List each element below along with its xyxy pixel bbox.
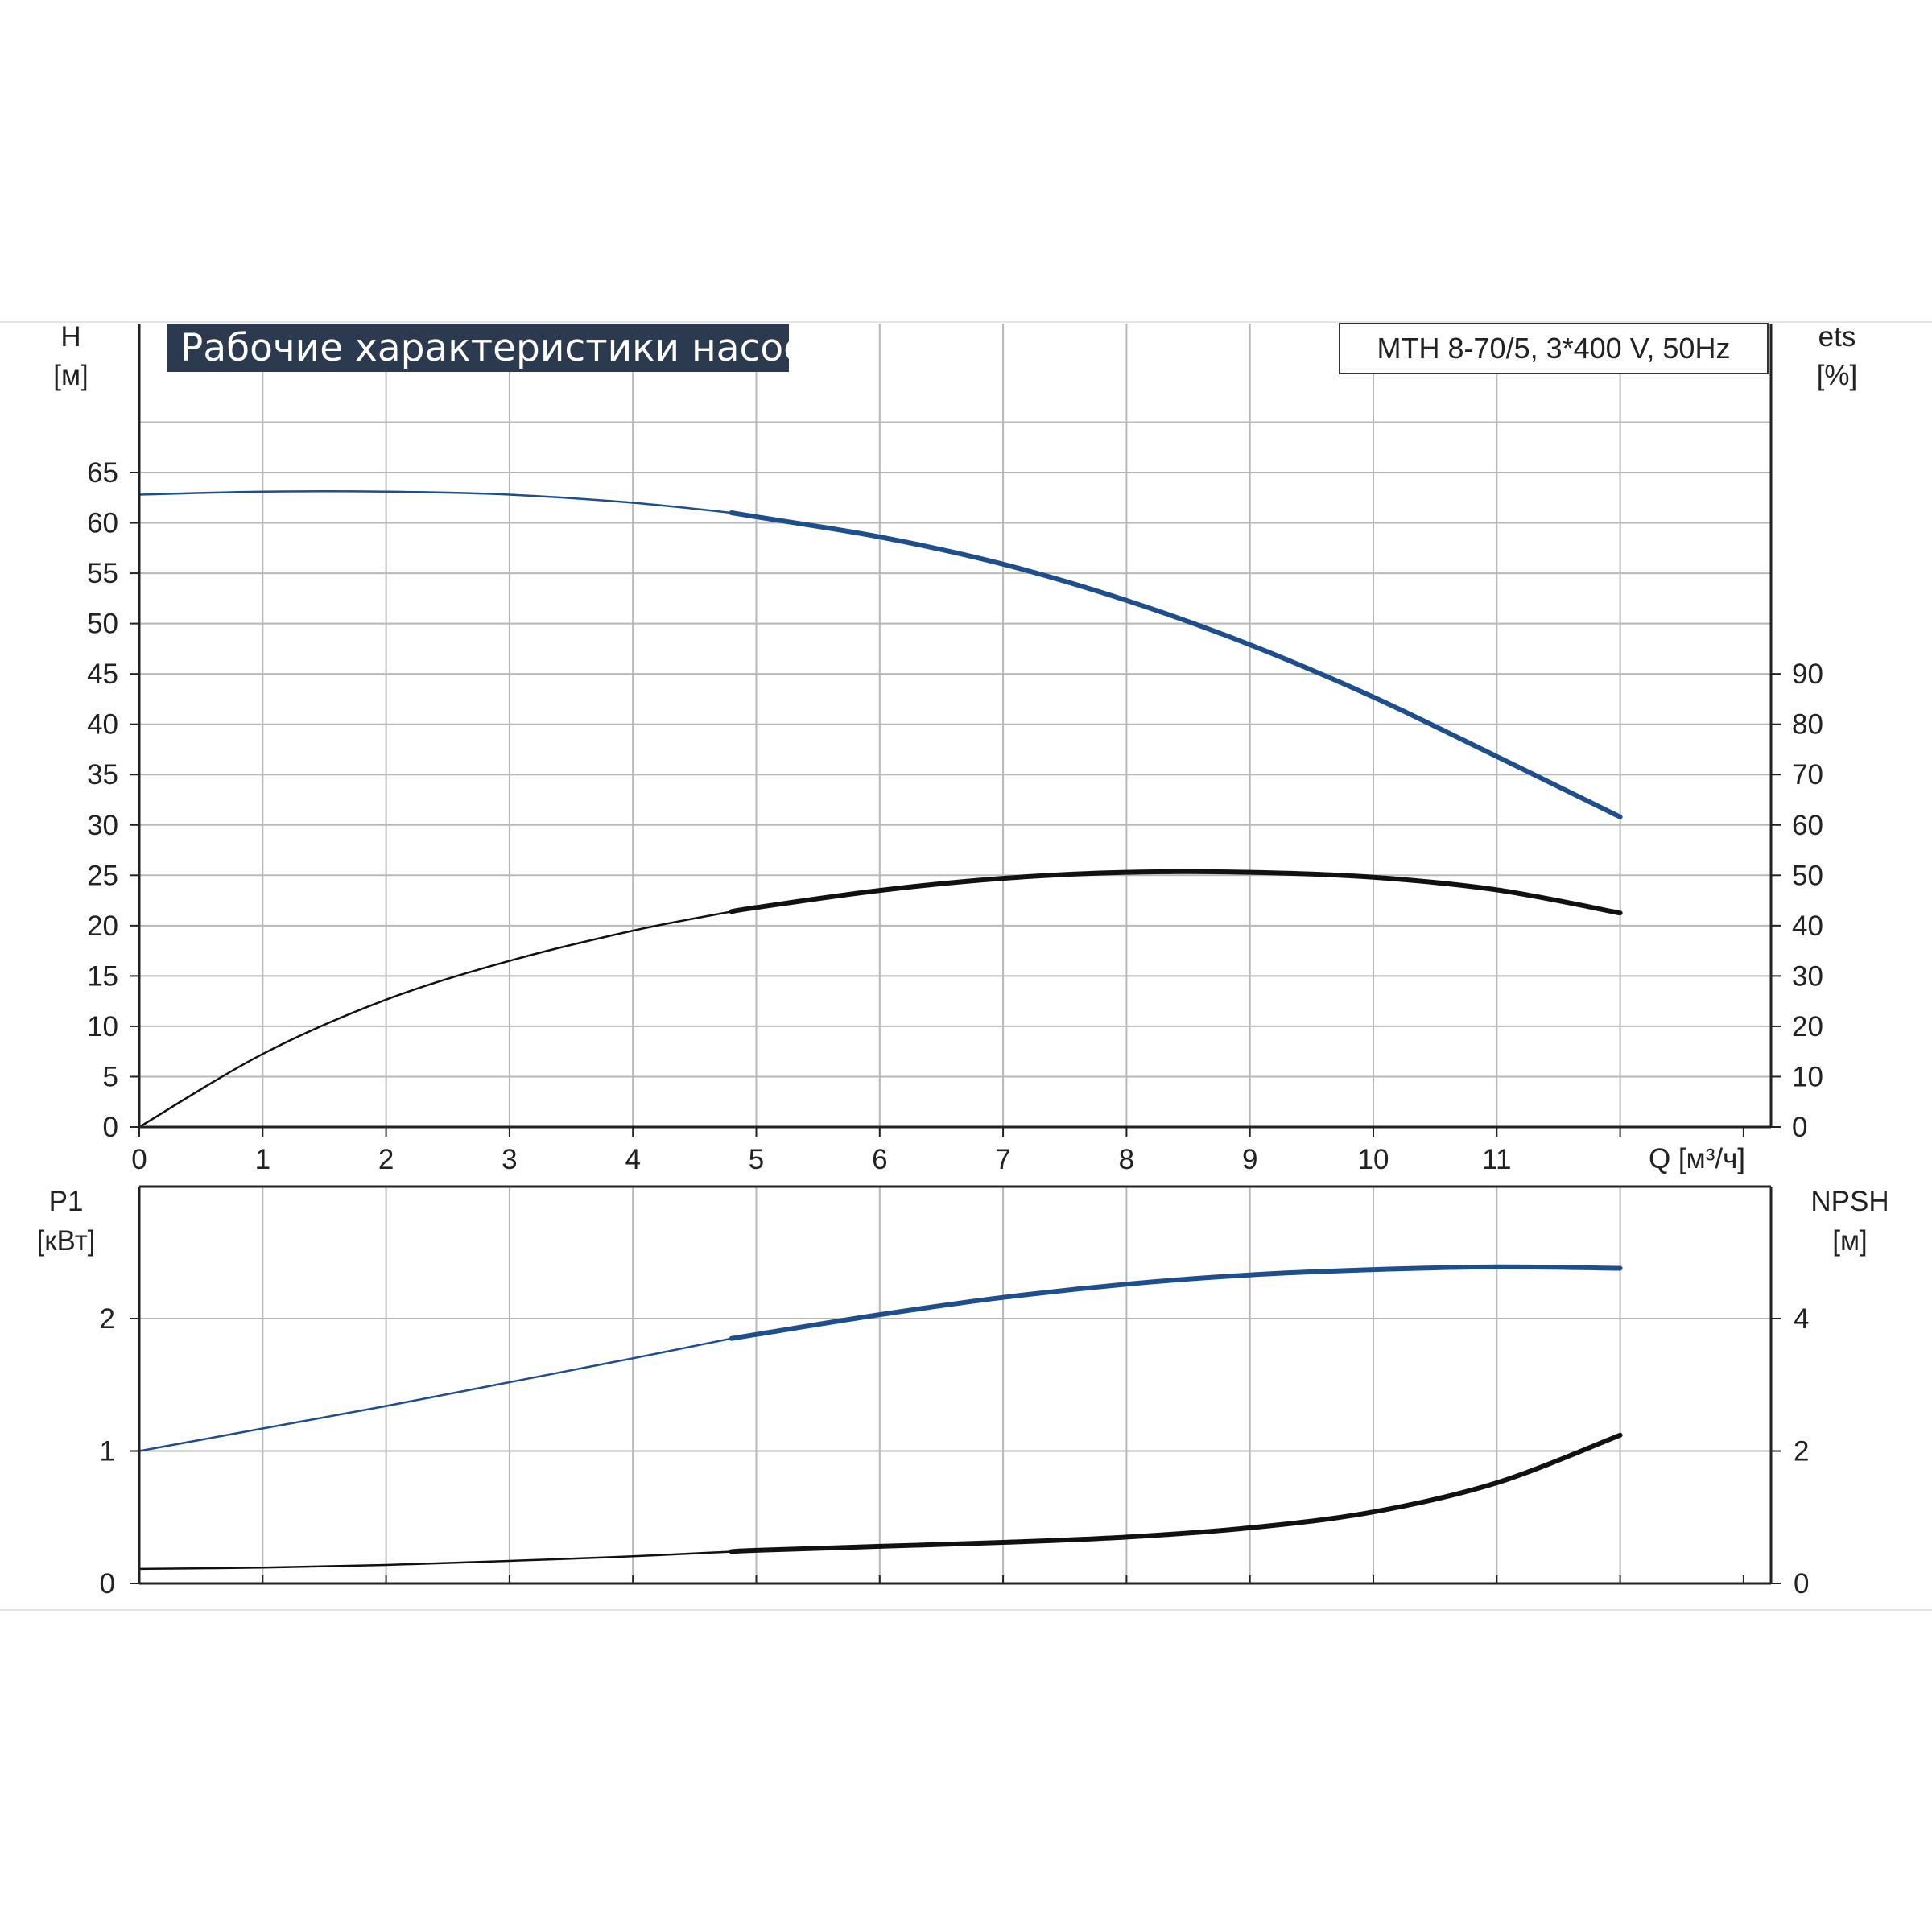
ets-axis-unit: [%]: [1817, 360, 1858, 391]
h-axis-unit: [м]: [53, 360, 89, 391]
h-tick-label: 60: [87, 508, 118, 539]
efficiency-curve-thin: [138, 910, 733, 1129]
npsh-tick-label: 0: [1794, 1568, 1809, 1600]
head-curve-thin: [138, 490, 732, 514]
h-tick-label: 30: [87, 810, 118, 841]
npsh-axis-label: NPSH: [1810, 1186, 1889, 1217]
tick-labels: 0510152025303540455055606501020304050607…: [87, 457, 1823, 1600]
lower-curves: [138, 1264, 1623, 1571]
ets-tick-label: 90: [1792, 658, 1823, 690]
model-box: [1339, 323, 1769, 374]
h-tick-label: 10: [87, 1011, 118, 1042]
h-tick-label: 25: [87, 860, 118, 891]
p1-tick-label: 2: [100, 1303, 115, 1335]
q-tick-label: 11: [1482, 1144, 1511, 1175]
p1-tick-label: 0: [100, 1568, 115, 1600]
efficiency-curve-thick: [729, 869, 1623, 916]
npsh-tick-label: 2: [1794, 1436, 1809, 1468]
ets-tick-label: 60: [1792, 810, 1823, 841]
q-tick-label: 3: [502, 1144, 517, 1175]
model-label: MTH 8-70/5, 3*400 V, 50Hz: [1377, 332, 1731, 365]
ets-tick-label: 70: [1792, 759, 1823, 791]
upper-frame: [130, 324, 1781, 1137]
q-tick-label: 6: [872, 1144, 887, 1175]
q-tick-label: 8: [1119, 1144, 1134, 1175]
h-tick-label: 0: [103, 1112, 118, 1143]
p1-axis-unit: [кВт]: [37, 1225, 96, 1257]
ets-tick-label: 0: [1792, 1112, 1807, 1143]
h-tick-label: 40: [87, 709, 118, 741]
npsh-axis-unit: [м]: [1832, 1225, 1868, 1257]
power-curve-thin: [138, 1337, 733, 1452]
p1-axis-label: P1: [49, 1186, 84, 1217]
lower-frame: [130, 1185, 1781, 1585]
h-tick-label: 65: [87, 457, 118, 489]
q-tick-label: 10: [1358, 1144, 1389, 1175]
h-tick-label: 50: [87, 609, 118, 640]
head-curve-thick: [729, 510, 1623, 819]
q-tick-label: 5: [749, 1144, 764, 1175]
upper-grid: [139, 324, 1771, 1127]
q-tick-label: 9: [1242, 1144, 1257, 1175]
npsh-curve-thin: [138, 1550, 732, 1571]
q-axis-label: Q [м³/ч]: [1649, 1143, 1745, 1174]
ets-tick-label: 10: [1792, 1061, 1823, 1092]
ets-tick-label: 50: [1792, 860, 1823, 891]
ets-tick-label: 30: [1792, 960, 1823, 992]
q-tick-label: 7: [995, 1144, 1010, 1175]
npsh-tick-label: 4: [1794, 1303, 1809, 1335]
q-tick-label: 2: [378, 1144, 394, 1175]
power-curve-thick: [729, 1264, 1623, 1341]
q-tick-label: 0: [131, 1144, 147, 1175]
title-box: [167, 324, 789, 372]
chart-title: Рабочие характеристики насоса: [180, 326, 828, 370]
h-tick-label: 15: [87, 960, 118, 992]
lower-grid: [139, 1187, 1771, 1583]
h-tick-label: 20: [87, 910, 118, 942]
npsh-curve-thick: [729, 1432, 1623, 1554]
ets-axis-label: ets: [1818, 321, 1856, 353]
ets-tick-label: 80: [1792, 709, 1823, 741]
upper-curves: [138, 490, 1623, 1129]
h-tick-label: 45: [87, 658, 118, 690]
q-tick-label: 1: [255, 1144, 270, 1175]
h-tick-label: 5: [103, 1061, 118, 1092]
p1-tick-label: 1: [100, 1436, 115, 1468]
h-tick-label: 55: [87, 558, 118, 589]
ets-tick-label: 40: [1792, 910, 1823, 942]
h-tick-label: 35: [87, 759, 118, 791]
ets-tick-label: 20: [1792, 1011, 1823, 1042]
h-axis-label: H: [60, 321, 80, 353]
q-tick-label: 4: [625, 1144, 640, 1175]
